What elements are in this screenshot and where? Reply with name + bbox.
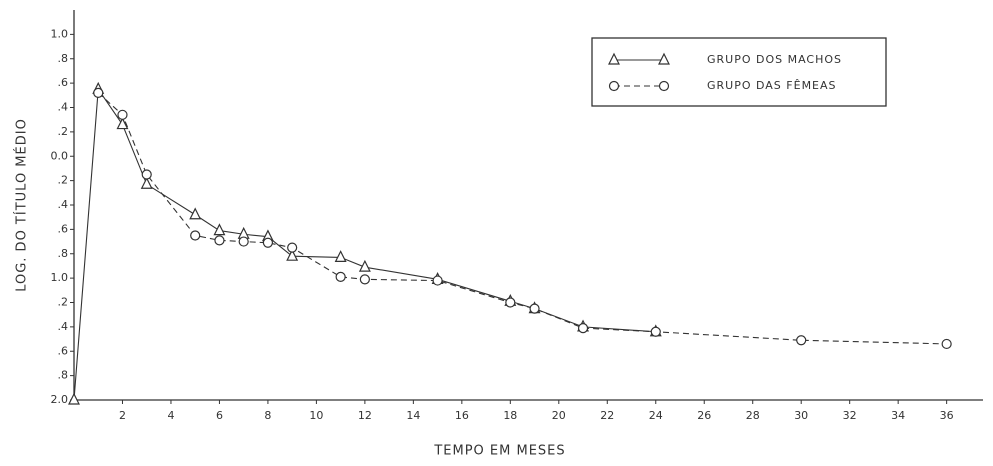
legend-label: GRUPO DOS MACHOS	[707, 53, 842, 66]
x-tick-label: 30	[794, 409, 808, 422]
y-tick-label: .8	[58, 247, 69, 260]
point	[190, 230, 201, 241]
x-tick-label: 6	[216, 409, 223, 422]
series-line	[73, 87, 656, 401]
y-tick-label: .4	[58, 320, 69, 333]
y-tick-label: 0.0	[51, 149, 69, 162]
y-tick-label: 1.0	[51, 271, 69, 284]
x-tick-label: 10	[309, 409, 323, 422]
point	[189, 207, 202, 220]
legend-marker	[608, 52, 620, 65]
x-tick-label: 4	[167, 409, 174, 422]
y-tick-label: .2	[58, 125, 69, 138]
series-line	[97, 92, 947, 345]
x-tick-label: 26	[697, 409, 711, 422]
y-tick-label: .8	[58, 52, 69, 65]
x-tick-label: 14	[406, 409, 420, 422]
point	[941, 338, 952, 350]
point	[262, 237, 274, 248]
point	[141, 169, 152, 180]
point	[335, 271, 346, 283]
point	[116, 117, 129, 130]
y-tick-label: .4	[58, 101, 69, 114]
x-tick-label: 24	[649, 409, 663, 422]
point	[238, 236, 249, 247]
legend-label: GRUPO DAS FÊMEAS	[707, 79, 837, 92]
x-tick-label: 28	[746, 409, 760, 422]
x-tick-label: 12	[358, 409, 372, 422]
x-tick-label: 2	[119, 409, 126, 422]
point	[214, 235, 225, 246]
point	[359, 274, 370, 285]
point	[529, 303, 540, 314]
x-tick-label: 8	[264, 409, 271, 422]
legend-marker	[658, 52, 670, 65]
y-tick-label: .6	[58, 76, 69, 89]
point	[358, 259, 371, 272]
y-tick-label: .2	[58, 174, 69, 187]
point	[213, 223, 226, 236]
point	[432, 275, 443, 286]
point	[117, 109, 128, 120]
x-tick-label: 36	[940, 409, 954, 422]
y-tick-label: .6	[58, 344, 69, 357]
point	[93, 87, 104, 98]
point	[287, 242, 298, 253]
y-axis-label: LOG. DO TÍTULO MÉDIO	[14, 118, 30, 292]
x-tick-label: 22	[600, 409, 614, 422]
point	[796, 335, 807, 346]
x-tick-label: 18	[503, 409, 517, 422]
y-tick-label: .2	[58, 296, 69, 309]
y-tick-label: .8	[58, 369, 69, 382]
point	[505, 297, 516, 308]
x-tick-label: 16	[455, 409, 469, 422]
x-axis-label: TEMPO EM MESES	[433, 444, 565, 459]
point	[68, 392, 80, 405]
point	[286, 248, 299, 261]
y-tick-label: 2.0	[51, 393, 69, 406]
x-tick-label: 20	[552, 409, 566, 422]
x-tick-label: 32	[843, 409, 857, 422]
point	[334, 250, 347, 263]
y-tick-label: .4	[58, 198, 69, 211]
point	[577, 322, 589, 334]
legend-marker	[608, 80, 620, 92]
y-tick-label: .6	[58, 222, 69, 235]
x-tick-label: 34	[891, 409, 905, 422]
legend-marker	[658, 80, 670, 92]
point	[140, 176, 153, 189]
legend-box	[591, 37, 887, 107]
y-tick-label: 1.0	[51, 27, 69, 40]
point	[650, 326, 661, 337]
